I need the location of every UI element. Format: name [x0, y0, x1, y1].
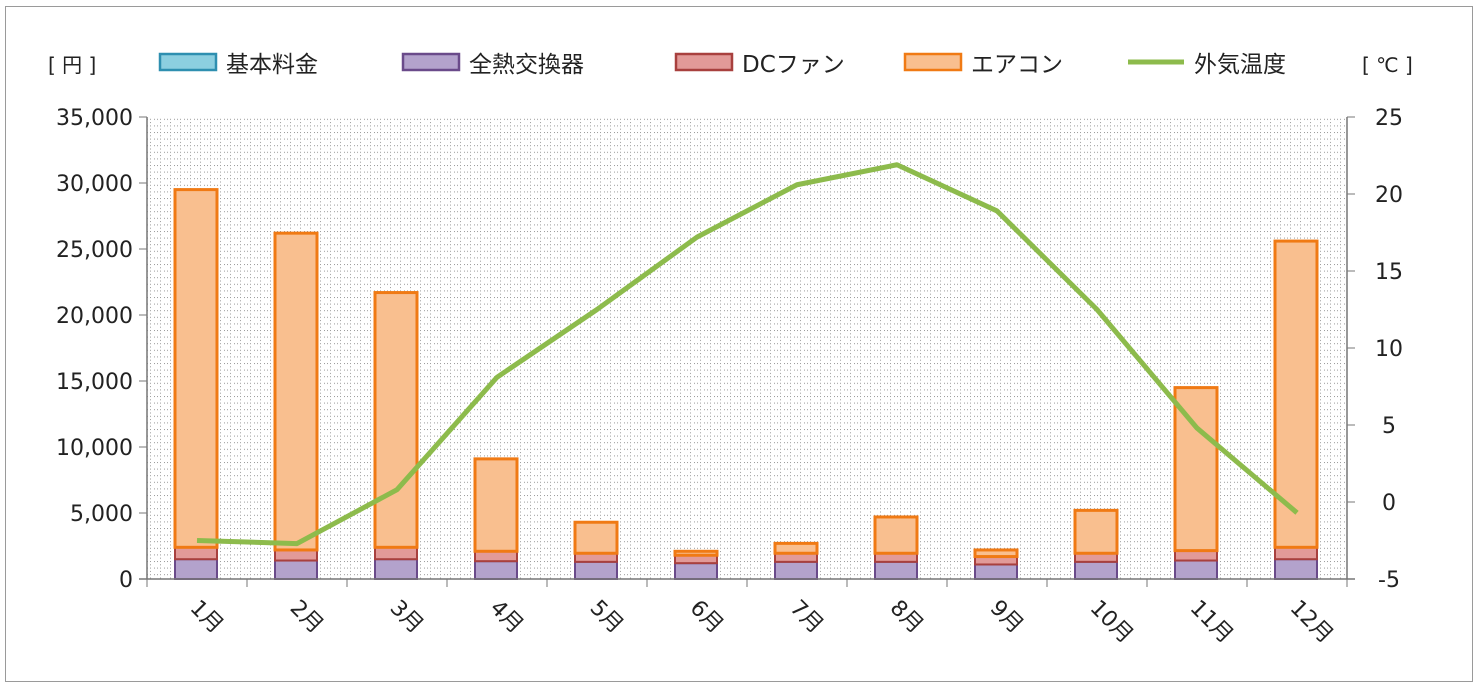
bar-segment [574, 560, 618, 581]
bar-segment [573, 520, 619, 555]
right-tick-label: -5 [1378, 568, 1400, 593]
legend-swatch [903, 52, 963, 72]
x-tick-label: 3月 [385, 596, 428, 639]
legend-label: エアコン [971, 52, 1063, 78]
x-tick-label: 12月 [1285, 596, 1338, 649]
bar-segment [373, 291, 419, 549]
temperature-line [196, 162, 1299, 547]
left-tick-label: 35,000 [56, 106, 133, 131]
right-tick-label: 25 [1375, 106, 1403, 131]
x-tick-label: 1月 [185, 596, 228, 639]
x-tick-label: 8月 [885, 596, 928, 639]
bar-segment [1274, 546, 1318, 561]
bar-segment [673, 549, 719, 557]
right-tick-label: 20 [1375, 183, 1403, 208]
bar-segment [974, 563, 1018, 580]
bar-segment [474, 560, 518, 580]
x-tick-label: 4月 [485, 596, 528, 639]
bar-segment [1274, 558, 1318, 581]
bar-segment [173, 188, 219, 549]
bar-segment [174, 558, 218, 581]
x-tick-label: 7月 [785, 596, 828, 639]
left-tick-label: 15,000 [56, 370, 133, 395]
legend-label: 全熱交換器 [469, 52, 584, 78]
left-tick-label: 20,000 [56, 304, 133, 329]
legend-label: DCファン [742, 52, 845, 78]
right-tick-label: 5 [1382, 414, 1396, 439]
legend-label: 外気温度 [1194, 52, 1286, 78]
left-axis-unit: [ 円 ] [48, 53, 96, 77]
x-tick-label: 5月 [585, 596, 628, 639]
legend-swatch [401, 52, 461, 72]
right-axis-unit: [ ℃ ] [1362, 53, 1413, 77]
bar-segment [973, 548, 1019, 559]
right-tick-label: 0 [1382, 491, 1396, 516]
x-tick-label: 2月 [285, 596, 328, 639]
bar-segment [473, 457, 519, 553]
bar-segment [773, 541, 819, 555]
left-tick-label: 0 [119, 568, 133, 593]
bar-segment [374, 558, 418, 581]
x-tick-label: 6月 [685, 596, 728, 639]
x-tick-label: 11月 [1185, 596, 1238, 649]
legend-label: 基本料金 [226, 52, 318, 78]
bar-segment [1174, 559, 1218, 581]
bar-segment [1273, 239, 1319, 549]
bar-segment [774, 560, 818, 581]
right-tick-label: 15 [1375, 260, 1403, 285]
left-tick-label: 25,000 [56, 238, 133, 263]
bar-segment [674, 562, 718, 580]
left-tick-label: 5,000 [70, 502, 133, 527]
right-tick-label: 10 [1375, 337, 1403, 362]
bar-segment [1173, 386, 1219, 553]
x-tick-label: 10月 [1085, 596, 1138, 649]
legend-swatch [158, 52, 218, 72]
bar-segment [273, 231, 319, 552]
legend-swatch [674, 52, 734, 72]
bar-segment [274, 559, 318, 581]
chart-frame [5, 6, 1473, 682]
bar-segment [873, 515, 919, 555]
x-tick-label: 9月 [985, 596, 1028, 639]
bar-segment [1073, 508, 1119, 555]
bar-segment [374, 546, 418, 561]
bar-segment [174, 546, 218, 561]
bar-segment [874, 560, 918, 581]
bar-segment [274, 548, 318, 562]
plot-grid [147, 117, 1347, 579]
left-tick-label: 10,000 [56, 436, 133, 461]
bar-segment [1074, 560, 1118, 581]
left-tick-label: 30,000 [56, 172, 133, 197]
